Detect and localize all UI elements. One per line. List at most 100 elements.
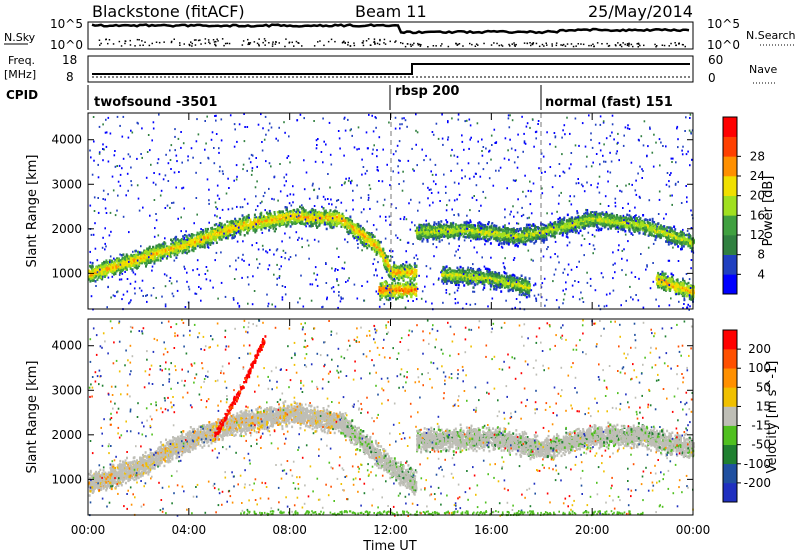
power-cell — [242, 221, 245, 225]
power-cell — [141, 259, 144, 263]
power-cell — [257, 219, 260, 222]
power-cell — [287, 216, 290, 220]
power-cell — [135, 255, 137, 259]
power-cell — [189, 241, 191, 244]
power-cell — [225, 235, 228, 238]
power-cell — [216, 225, 219, 228]
power-cell — [220, 225, 222, 228]
power-cell — [271, 221, 274, 224]
power-cell — [391, 278, 394, 282]
noise-search-point — [189, 44, 191, 47]
power-cell — [146, 247, 149, 250]
power-cell — [338, 214, 340, 217]
power-cell — [318, 219, 321, 223]
power-cell — [229, 230, 232, 233]
power-cell — [300, 217, 303, 220]
power-cell — [359, 224, 362, 228]
power-cell — [328, 211, 331, 214]
power-cell — [274, 218, 277, 221]
power-cell — [154, 249, 157, 252]
noise-search-point — [248, 43, 251, 45]
power-cell — [268, 229, 271, 232]
noise-search-point — [209, 42, 211, 45]
noise-search-point — [376, 42, 379, 45]
power-cell — [91, 269, 94, 272]
noise-search-point — [274, 43, 277, 45]
noise-search-point — [474, 45, 477, 47]
noise-search-point — [409, 43, 412, 46]
noise-search-point — [606, 42, 608, 45]
power-cell — [396, 277, 399, 280]
noise-search-point — [500, 44, 503, 46]
power-cell — [558, 216, 561, 220]
power-cell — [231, 234, 234, 237]
power-cell — [265, 223, 268, 227]
power-cell — [245, 220, 248, 224]
power-cell — [398, 265, 401, 268]
power-cell — [323, 217, 326, 221]
noise-search-point — [457, 43, 459, 46]
power-cell — [165, 249, 168, 253]
power-cell — [297, 209, 300, 213]
noise-search-point — [395, 40, 397, 42]
power-cell — [399, 274, 402, 278]
power-cell — [289, 225, 292, 228]
noise-search-point — [124, 42, 126, 45]
power-cell — [170, 247, 172, 250]
power-cell — [210, 237, 213, 240]
power-cell — [377, 239, 380, 243]
power-cell — [105, 263, 108, 267]
power-cell — [103, 268, 106, 271]
power-cell — [187, 247, 190, 250]
power-cell — [165, 257, 168, 260]
power-cell — [398, 267, 401, 270]
power-cell — [402, 270, 405, 273]
power-cell — [380, 284, 383, 287]
power-cell — [386, 258, 389, 261]
noise-search-point — [138, 39, 140, 41]
power-cell — [649, 218, 651, 221]
power-cell — [252, 222, 255, 225]
noise-search-point — [530, 44, 532, 47]
noise-search-point — [582, 43, 585, 46]
power-cell — [204, 229, 207, 233]
noise-search-point — [514, 45, 516, 47]
power-cell — [157, 259, 159, 262]
power-cell — [131, 269, 134, 272]
power-cell — [320, 221, 323, 225]
power-cell — [382, 286, 385, 289]
noise-search-point — [139, 44, 141, 47]
noise-search-point — [112, 43, 115, 45]
power-cell — [259, 218, 262, 221]
power-cell — [222, 235, 225, 239]
power-cell — [133, 264, 136, 267]
noise-search-point — [327, 40, 330, 43]
noise-search-point — [566, 43, 569, 45]
power-cell — [221, 228, 224, 232]
noise-search-point — [626, 43, 629, 45]
power-cell — [129, 267, 132, 270]
power-cell — [206, 236, 209, 240]
noise-search-point — [170, 41, 173, 44]
noise-search-point — [334, 40, 336, 43]
power-cell — [155, 246, 158, 249]
noise-search-point — [406, 43, 409, 45]
power-cell — [344, 219, 347, 222]
power-cell — [230, 221, 233, 224]
power-cell — [158, 243, 161, 246]
power-cell — [281, 222, 284, 225]
power-cell — [254, 230, 257, 234]
power-cell — [152, 252, 155, 256]
noise-search-point — [272, 41, 274, 43]
power-cell — [184, 239, 187, 242]
power-cell — [412, 270, 415, 273]
power-cell — [673, 225, 676, 228]
noise-search-point — [200, 43, 202, 45]
noise-search-point — [247, 38, 249, 41]
power-cell — [607, 227, 610, 231]
noise-search-point — [655, 46, 657, 48]
power-cell — [374, 241, 377, 244]
power-cell — [232, 230, 234, 233]
noise-search-point — [532, 42, 534, 45]
power-cell — [162, 242, 165, 245]
